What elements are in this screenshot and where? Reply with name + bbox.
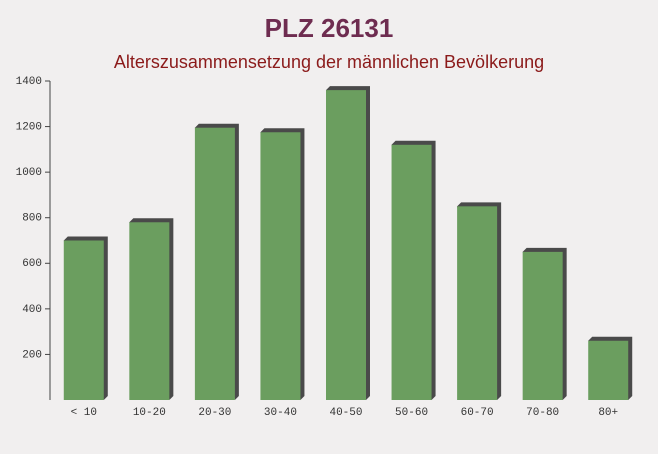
y-tick-label: 600 <box>22 258 42 270</box>
x-tick-label: 10-20 <box>133 407 166 419</box>
y-tick-label: 1000 <box>16 167 42 179</box>
bar <box>194 127 235 400</box>
y-tick-label: 1200 <box>16 121 42 133</box>
bar <box>326 90 366 400</box>
y-tick-label: 1400 <box>16 76 42 88</box>
x-tick-label: 20-30 <box>198 407 231 419</box>
x-tick-label: 40-50 <box>329 407 362 419</box>
bar <box>63 240 104 400</box>
bar <box>129 222 170 400</box>
bar <box>260 132 301 400</box>
x-tick-label: 50-60 <box>395 407 428 419</box>
bar <box>391 144 432 400</box>
x-tick-label: 80+ <box>598 407 618 419</box>
bar <box>522 251 563 400</box>
y-tick-label: 400 <box>22 304 42 316</box>
bar <box>588 340 629 400</box>
x-tick-label: 30-40 <box>264 407 297 419</box>
y-tick-label: 800 <box>22 213 42 225</box>
chart-title: PLZ 26131 <box>265 13 394 43</box>
y-tick-label: 200 <box>22 349 42 361</box>
x-tick-label: 60-70 <box>461 407 494 419</box>
x-tick-label: < 10 <box>71 407 97 419</box>
bar <box>457 206 498 400</box>
x-tick-label: 70-80 <box>526 407 559 419</box>
chart-subtitle: Alterszusammensetzung der männlichen Bev… <box>114 52 544 72</box>
